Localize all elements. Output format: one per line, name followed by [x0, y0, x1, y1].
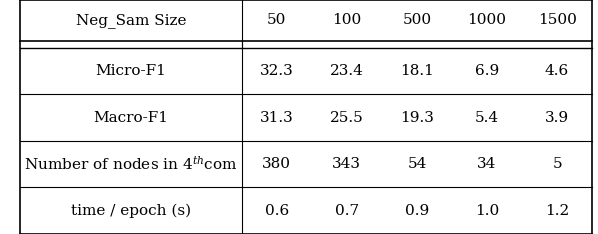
- Text: 31.3: 31.3: [260, 111, 294, 125]
- Text: 4.6: 4.6: [545, 64, 569, 78]
- Text: 1.0: 1.0: [475, 204, 499, 218]
- Text: 0.6: 0.6: [265, 204, 289, 218]
- Text: 380: 380: [263, 157, 291, 171]
- Text: 3.9: 3.9: [545, 111, 569, 125]
- Text: 1000: 1000: [468, 14, 507, 27]
- Text: 0.7: 0.7: [335, 204, 359, 218]
- Text: 18.1: 18.1: [400, 64, 434, 78]
- Text: 23.4: 23.4: [330, 64, 364, 78]
- Text: 1500: 1500: [538, 14, 576, 27]
- Text: 100: 100: [332, 14, 362, 27]
- Text: time / epoch (s): time / epoch (s): [71, 204, 191, 218]
- Text: Macro-F1: Macro-F1: [93, 111, 168, 125]
- Text: Neg_Sam Size: Neg_Sam Size: [75, 13, 186, 28]
- Text: 19.3: 19.3: [400, 111, 434, 125]
- Text: 32.3: 32.3: [260, 64, 294, 78]
- Text: 343: 343: [332, 157, 361, 171]
- Text: 0.9: 0.9: [405, 204, 429, 218]
- Text: 34: 34: [477, 157, 497, 171]
- Text: 5: 5: [553, 157, 562, 171]
- Text: 50: 50: [267, 14, 286, 27]
- Text: 500: 500: [402, 14, 432, 27]
- Text: 54: 54: [407, 157, 426, 171]
- Text: 5.4: 5.4: [475, 111, 499, 125]
- Text: Number of nodes in $4^{th}$com: Number of nodes in $4^{th}$com: [24, 155, 237, 173]
- Text: 6.9: 6.9: [475, 64, 499, 78]
- Text: 1.2: 1.2: [545, 204, 569, 218]
- Text: Micro-F1: Micro-F1: [95, 64, 166, 78]
- Text: 25.5: 25.5: [330, 111, 364, 125]
